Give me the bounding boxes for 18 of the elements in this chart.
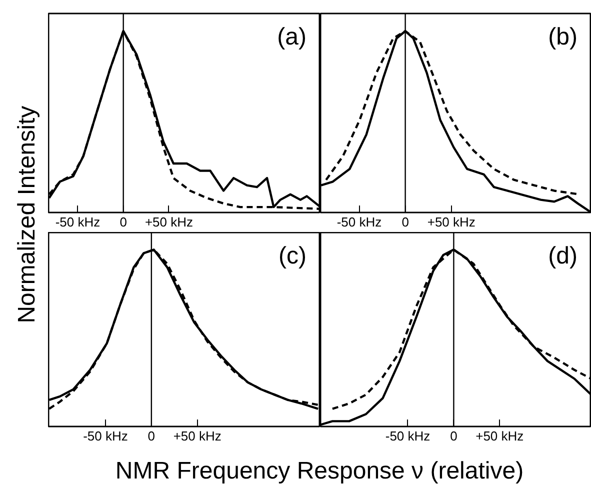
x-tick-label: -50 kHz	[385, 428, 430, 444]
x-tick-label: -50 kHz	[83, 428, 128, 444]
x-tick-label: +50 kHz	[427, 214, 476, 230]
chart-title: (a)	[277, 24, 307, 50]
y-axis-title: Normalized Intensity	[13, 106, 40, 324]
chart-title: (b)	[548, 24, 578, 50]
x-tick-label: -50 kHz	[336, 214, 382, 230]
x-tick-label: +50 kHz	[476, 428, 524, 444]
x-tick-label: 0	[120, 214, 127, 230]
x-tick-label: -50 kHz	[55, 214, 100, 230]
x-tick-label: +50 kHz	[144, 214, 194, 230]
x-tick-label: +50 kHz	[173, 428, 222, 444]
x-tick-label: 0	[148, 428, 156, 444]
chart-title: (c)	[278, 242, 306, 270]
x-axis-title: NMR Frequency Response ν (relative)	[115, 457, 524, 484]
x-tick-label: 0	[450, 428, 458, 444]
x-tick-label: 0	[402, 214, 409, 230]
chart-title: (d)	[548, 242, 578, 270]
